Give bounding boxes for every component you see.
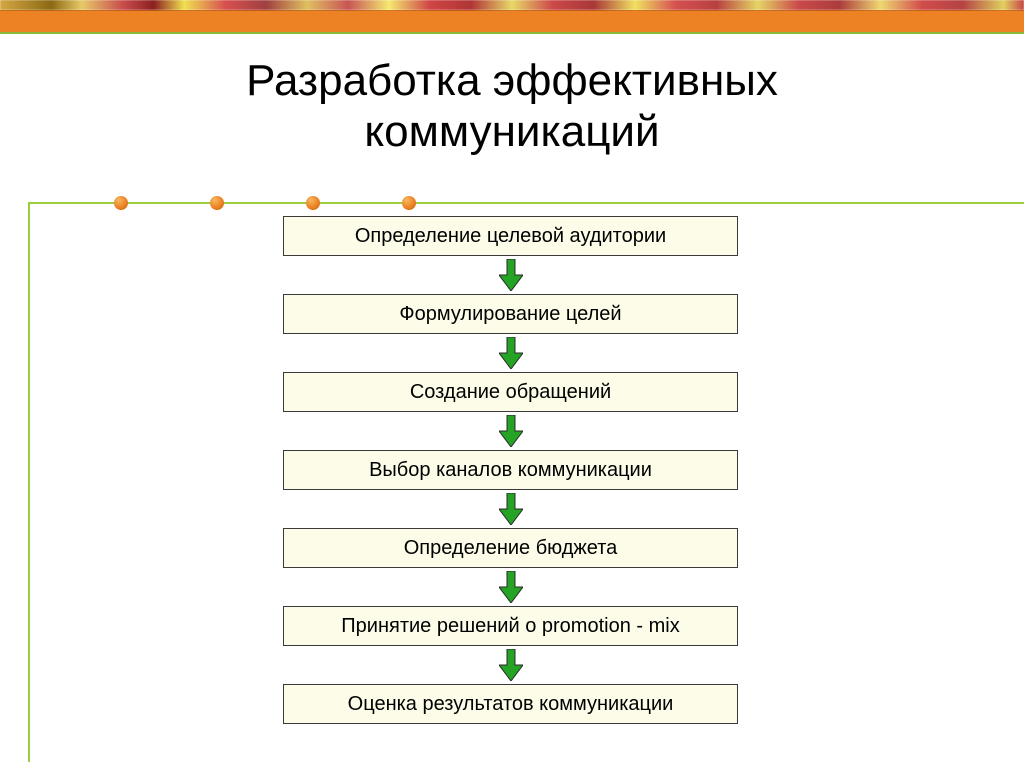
arrow-down-icon	[499, 493, 523, 525]
flow-step-label: Определение бюджета	[404, 537, 618, 560]
arrow-down-icon	[499, 259, 523, 291]
dot-icon	[210, 196, 224, 210]
flow-step-label: Оценка результатов коммуникации	[348, 693, 674, 716]
dot-icon	[306, 196, 320, 210]
flow-step-label: Формулирование целей	[399, 303, 621, 326]
flow-step-6: Принятие решений о promotion - mix	[283, 606, 738, 646]
arrow-down-icon	[499, 415, 523, 447]
flow-step-3: Создание обращений	[283, 372, 738, 412]
flow-step-label: Выбор каналов коммуникации	[369, 459, 652, 482]
decorative-banner	[0, 0, 1024, 34]
slide-title: Разработка эффективных коммуникаций	[0, 56, 1024, 157]
dot-icon	[402, 196, 416, 210]
arrow-down-icon	[499, 649, 523, 681]
flow-step-7: Оценка результатов коммуникации	[283, 684, 738, 724]
orange-bar	[0, 10, 1024, 34]
arrow-down-icon	[499, 571, 523, 603]
vertical-rule	[28, 202, 30, 762]
flow-step-4: Выбор каналов коммуникации	[283, 450, 738, 490]
decorative-dots	[28, 202, 416, 216]
flow-step-label: Определение целевой аудитории	[355, 225, 666, 248]
content-area: Определение целевой аудитории Формулиров…	[0, 192, 1024, 768]
flow-step-2: Формулирование целей	[283, 294, 738, 334]
flow-step-label: Принятие решений о promotion - mix	[341, 615, 679, 638]
title-line-1: Разработка эффективных	[246, 56, 778, 105]
title-line-2: коммуникаций	[364, 107, 659, 156]
dot-icon	[114, 196, 128, 210]
flow-step-label: Создание обращений	[410, 381, 611, 404]
flowchart: Определение целевой аудитории Формулиров…	[283, 216, 738, 724]
arrow-down-icon	[499, 337, 523, 369]
flow-step-5: Определение бюджета	[283, 528, 738, 568]
flow-step-1: Определение целевой аудитории	[283, 216, 738, 256]
banner-image-strip	[0, 0, 1024, 10]
